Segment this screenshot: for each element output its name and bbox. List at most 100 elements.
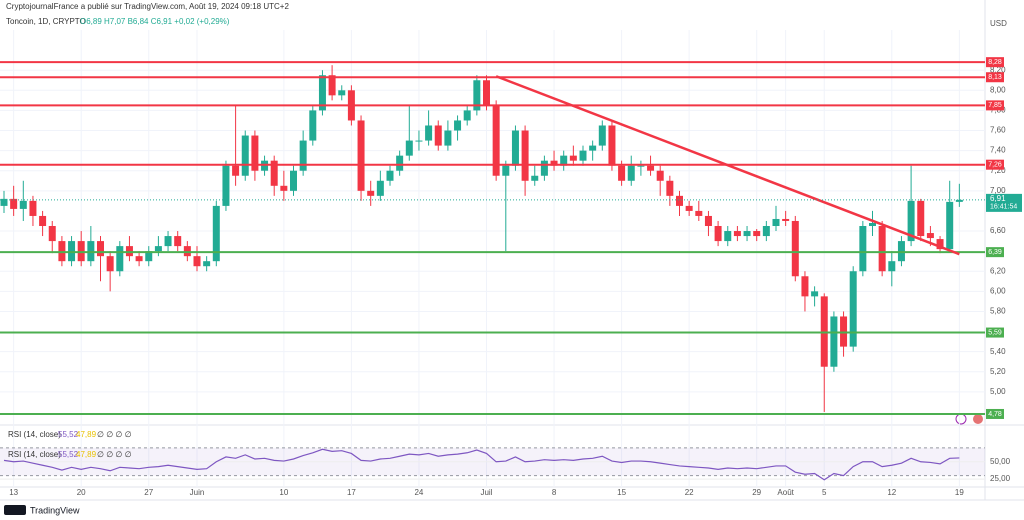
level-label-box [986,247,1004,258]
candle-body [251,135,259,171]
candle-body [560,155,568,166]
candle-body [955,199,963,202]
candle-body [483,80,490,106]
candle-body [676,195,683,206]
x-tick-label: Juin [190,488,205,497]
ohlc: O6,89 H7,07 B6,84 C6,91 +0,02 (+0,29%) [80,17,230,26]
x-tick-label: 22 [685,488,694,497]
rsi-tick-label: 25,00 [990,474,1011,483]
rsi-line [3,448,960,481]
candle-body [454,120,462,131]
y-tick-label: 5,80 [990,307,1006,316]
rsi-title: RSI (14, close) [8,450,61,459]
candle-body [724,231,732,242]
candle-body [367,190,375,196]
candle-body [772,218,780,227]
level-label: 5,59 [988,329,1002,336]
candle-body [318,75,326,111]
candle-body [68,241,76,262]
level-label: 7,85 [988,102,1002,109]
candle-body [309,110,317,141]
candle-body [193,256,201,267]
candle-body [695,210,703,216]
rsi-extra: ∅ ∅ ∅ ∅ [97,430,132,439]
last-price-box [986,193,1022,212]
x-tick-label: 17 [347,488,356,497]
candle-body [0,198,8,206]
candle-body [801,276,809,297]
x-tick-label: Août [777,488,794,497]
candle-body [936,239,944,250]
candle-body [878,226,886,272]
tv-logo [4,505,26,515]
rsi-extra: ∅ ∅ ∅ ∅ [97,450,132,459]
candle-body [714,226,722,242]
candle-body [946,201,954,250]
candle-body [907,200,915,242]
candle-body [77,241,85,262]
rsi-ma-value: 47,89 [76,430,97,439]
candle-body [328,75,336,96]
candle-body [299,140,307,171]
candle-body [791,220,799,277]
candle-body [647,165,655,171]
candle-body [473,80,481,111]
y-tick-label: 5,00 [990,387,1006,396]
candle-body [492,105,500,176]
footer-brand: TradingView [30,505,80,515]
candle-body [97,241,104,257]
level-label-box [986,408,1004,419]
candle-body [753,231,761,237]
candle-body [48,226,56,242]
x-tick-label: 29 [752,488,761,497]
candle-body [10,198,18,209]
candle-body [502,165,510,176]
candle-body [579,150,587,161]
level-label: 4,78 [988,411,1002,418]
level-label: 8,13 [988,74,1002,81]
y-tick-label: 7,60 [990,126,1006,135]
x-tick-label: 20 [77,488,86,497]
x-tick-label: 13 [9,488,18,497]
candle-body [434,125,442,146]
x-tick-label: 5 [822,488,827,497]
candle-body [19,200,27,209]
level-label-box [986,100,1004,111]
candle-body [444,130,452,146]
candle-body [270,160,278,186]
y-tick-label: 6,20 [990,266,1006,275]
candle-body [39,215,47,227]
flag-icon[interactable] [973,414,983,424]
candle-body [521,130,529,181]
candle-body [145,251,153,262]
candle-body [608,125,616,166]
x-tick-label: 19 [955,488,964,497]
x-tick-label: 12 [887,488,896,497]
candle-body [598,125,606,146]
candle-body [569,155,577,161]
candle-body [733,231,741,237]
last-price-label: 6,91 [990,194,1006,203]
rsi-title: RSI (14, close) [8,430,61,439]
rsi-value: 55,52 [58,430,79,439]
candle-body [463,110,471,121]
candle-body [888,261,896,272]
level-label: 7,26 [988,162,1002,169]
candle-body [840,316,848,347]
y-tick-label: 7,20 [990,166,1006,175]
candle-body [869,222,876,227]
candle-body [338,90,346,96]
published-note: CryptojournalFrance a publié sur Trading… [6,2,289,11]
candle-body [174,236,182,247]
y-tick-label: 8,00 [990,85,1006,94]
candle-body [415,140,423,142]
y-tick-label: 5,20 [990,367,1006,376]
x-tick-label: 8 [552,488,557,497]
candle-body [222,165,230,206]
candle-body [280,185,288,191]
x-tick-label: 10 [279,488,288,497]
candle-body [618,165,626,181]
currency: USD [990,19,1007,28]
trendline [495,75,960,256]
